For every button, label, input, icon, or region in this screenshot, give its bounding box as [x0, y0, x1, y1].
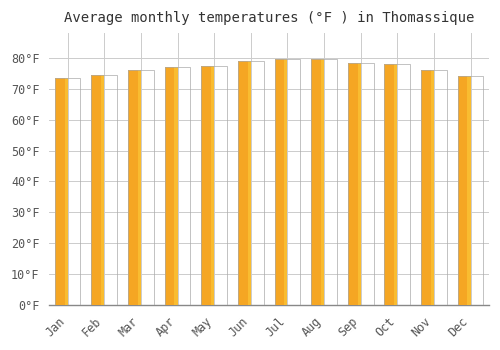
Bar	[458, 76, 483, 305]
Bar	[55, 78, 80, 305]
Bar	[384, 64, 394, 305]
Bar	[311, 60, 337, 305]
Bar	[64, 78, 68, 305]
Bar	[92, 75, 117, 305]
Bar	[284, 60, 288, 305]
Bar	[202, 66, 227, 305]
Bar	[358, 63, 360, 305]
Bar	[92, 75, 101, 305]
Bar	[211, 66, 214, 305]
Bar	[348, 63, 374, 305]
Bar	[458, 76, 468, 305]
Bar	[248, 61, 251, 305]
Bar	[348, 63, 358, 305]
Bar	[431, 70, 434, 305]
Bar	[174, 67, 178, 305]
Bar	[274, 60, 284, 305]
Bar	[138, 70, 141, 305]
Bar	[321, 60, 324, 305]
Bar	[202, 66, 211, 305]
Bar	[394, 64, 398, 305]
Bar	[468, 76, 470, 305]
Bar	[311, 60, 321, 305]
Bar	[421, 70, 431, 305]
Bar	[128, 70, 138, 305]
Bar	[128, 70, 154, 305]
Bar	[164, 67, 190, 305]
Bar	[238, 61, 248, 305]
Bar	[384, 64, 410, 305]
Bar	[164, 67, 174, 305]
Bar	[238, 61, 264, 305]
Title: Average monthly temperatures (°F ) in Thomassique: Average monthly temperatures (°F ) in Th…	[64, 11, 474, 25]
Bar	[101, 75, 104, 305]
Bar	[55, 78, 64, 305]
Bar	[421, 70, 447, 305]
Bar	[274, 60, 300, 305]
